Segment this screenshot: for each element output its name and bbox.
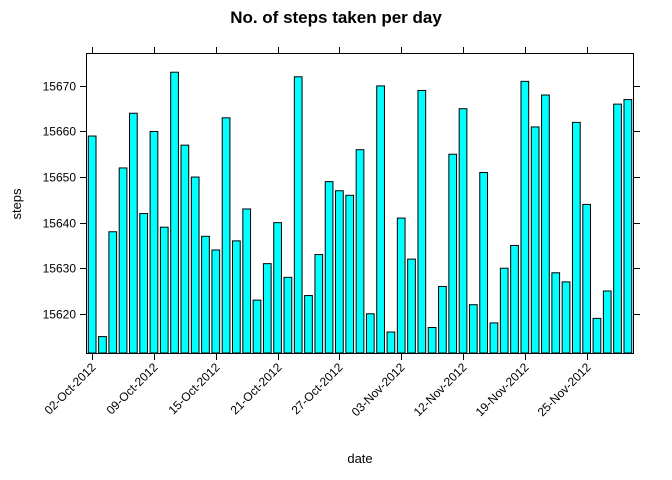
bar [427,326,437,354]
x-tick-label: 03-Nov-2012 [349,360,408,419]
bar [159,226,169,354]
bar [365,313,375,354]
bar [571,121,581,354]
bar [324,181,334,354]
y-axis-label: steps [9,188,24,220]
bar [592,317,602,354]
bar [602,290,612,354]
bar [273,222,282,354]
bar [293,76,303,354]
bar [489,322,499,354]
y-tick-label: 15620 [43,308,77,322]
bar [407,258,416,354]
x-tick-label: 19-Nov-2012 [473,360,532,419]
y-tick-label: 15630 [43,262,77,276]
x-tick-label: 15-Oct-2012 [166,360,223,417]
bar [252,299,262,354]
bars-group [87,71,633,354]
bar [149,130,159,354]
bar [211,249,221,354]
y-axis: 15620 15630 15640 15650 15660 15670 [43,80,640,322]
x-tick-label: 02-Oct-2012 [42,360,99,417]
bar [242,208,252,354]
bar [87,135,97,354]
bar [510,244,519,354]
bar [98,336,107,354]
bar [139,213,149,354]
y-tick-label: 15650 [43,171,77,185]
x-tick-label: 27-Oct-2012 [289,360,346,417]
bar [551,272,561,354]
bar [376,85,385,354]
bar [345,194,355,354]
bar [448,153,458,354]
bar [201,235,210,354]
bar [304,295,313,354]
bar [438,285,447,354]
bar [335,190,344,354]
x-tick-label: 12-Nov-2012 [411,360,470,419]
bar [180,144,190,354]
y-tick-label: 15640 [43,217,77,231]
bar [129,112,138,354]
bar [396,217,406,354]
bar [355,149,365,354]
x-tick-label: 25-Nov-2012 [535,360,594,419]
bar [170,71,179,354]
bar [232,240,241,354]
bar [582,203,592,354]
bar [561,281,571,354]
x-tick-label: 09-Oct-2012 [104,360,161,417]
x-tick-label: 21-Oct-2012 [228,360,285,417]
bar [314,254,324,354]
bar [283,276,293,354]
bar [520,80,530,354]
bar [530,126,540,354]
bar [468,304,478,354]
bar [458,108,468,354]
bar [108,231,118,354]
bar [479,172,488,354]
bar [613,103,622,354]
bar [118,167,128,354]
chart-title: No. of steps taken per day [230,8,442,27]
plot-frame [86,53,634,354]
bar [262,263,272,354]
bar [386,331,396,354]
bar [541,94,550,354]
x-axis-label: date [347,451,372,466]
bar [499,267,509,354]
y-tick-label: 15660 [43,125,77,139]
bar [221,117,231,354]
bar [190,176,200,354]
y-tick-label: 15670 [43,80,77,94]
bar [417,89,427,354]
bar [623,99,633,354]
